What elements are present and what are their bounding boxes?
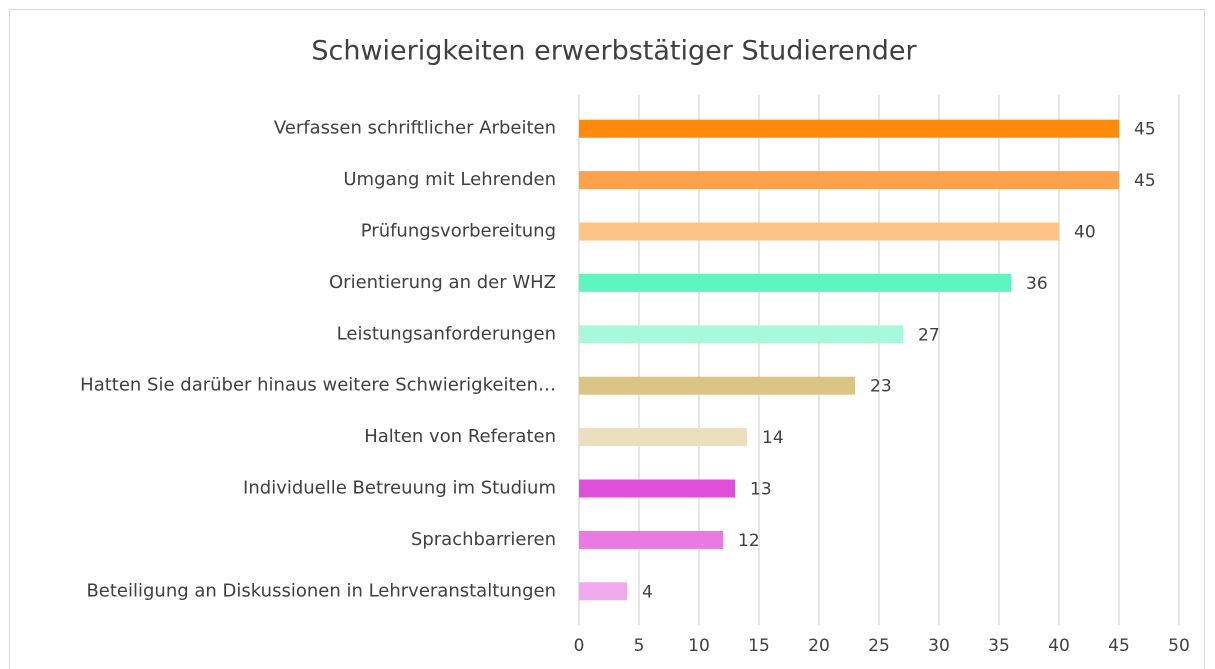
bar [579, 171, 1119, 190]
data-label: 23 [870, 377, 892, 397]
y-tick-label: Leistungsanforderungen [337, 323, 556, 344]
bar [579, 273, 1011, 292]
bar [579, 222, 1059, 241]
y-tick-label: Individuelle Betreuung im Studium [243, 478, 556, 499]
y-tick-label: Verfassen schriftlicher Arbeiten [274, 118, 556, 139]
y-tick-label: Orientierung an der WHZ [329, 272, 556, 293]
data-label: 45 [1134, 120, 1156, 140]
y-tick-label: Sprachbarrieren [411, 529, 556, 550]
bar [579, 582, 627, 601]
data-label: 27 [918, 325, 940, 345]
x-tick-label: 50 [1168, 636, 1190, 656]
x-tick-label: 5 [634, 636, 645, 656]
x-tick-label: 35 [988, 636, 1010, 656]
y-tick-label: Hatten Sie darüber hinaus weitere Schwie… [80, 375, 556, 396]
data-label: 40 [1074, 223, 1096, 243]
y-tick-label: Halten von Referaten [364, 426, 556, 447]
data-label: 45 [1134, 171, 1156, 191]
y-tick-label: Beteiligung an Diskussionen in Lehrveran… [86, 580, 556, 601]
x-tick-label: 30 [928, 636, 950, 656]
data-label: 36 [1026, 274, 1048, 294]
bar [579, 376, 855, 395]
y-tick-label: Umgang mit Lehrenden [343, 169, 556, 190]
x-tick-label: 45 [1108, 636, 1130, 656]
chart-title: Schwierigkeiten erwerbstätiger Studieren… [311, 36, 917, 67]
y-tick-label: Prüfungsvorbereitung [361, 221, 556, 242]
x-tick-label: 10 [688, 636, 710, 656]
bar [579, 479, 735, 498]
bar [579, 119, 1119, 138]
bar [579, 530, 723, 549]
x-tick-label: 40 [1048, 636, 1070, 656]
x-tick-label: 15 [748, 636, 770, 656]
x-tick-label: 0 [574, 636, 585, 656]
data-label: 12 [738, 531, 760, 551]
bar [579, 325, 903, 344]
data-label: 13 [750, 480, 772, 500]
x-tick-label: 25 [868, 636, 890, 656]
data-label: 4 [642, 582, 653, 602]
data-label: 14 [762, 428, 784, 448]
bar [579, 428, 747, 447]
x-tick-label: 20 [808, 636, 830, 656]
